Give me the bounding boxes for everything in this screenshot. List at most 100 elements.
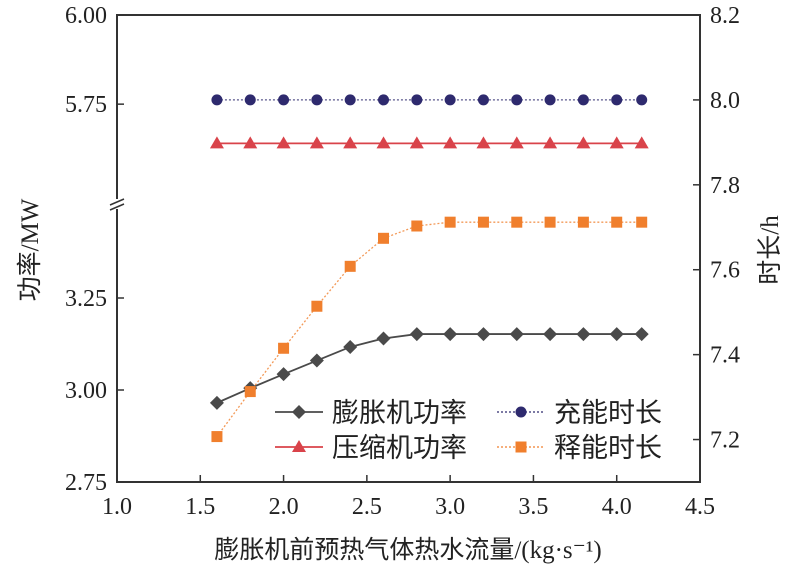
data-point <box>576 327 591 342</box>
data-point <box>443 136 458 149</box>
y-left-tick-label: 3.00 <box>65 378 107 404</box>
data-point <box>544 216 556 228</box>
data-point <box>543 136 558 149</box>
series-3 <box>211 216 648 443</box>
series-marks <box>209 94 649 443</box>
x-tick-label: 2.5 <box>352 494 382 520</box>
series-0 <box>209 327 649 410</box>
data-point <box>209 136 224 149</box>
data-point <box>376 331 391 346</box>
data-point <box>343 339 358 354</box>
data-point <box>378 232 390 244</box>
y-left-tick-label: 5.75 <box>65 92 107 118</box>
data-point <box>244 94 256 106</box>
data-point <box>576 136 591 149</box>
legend-marker <box>292 440 306 452</box>
y-left-tick-label: 6.00 <box>65 3 107 29</box>
x-tick-label: 4.5 <box>685 494 715 520</box>
data-point <box>376 136 391 149</box>
series-line <box>216 221 642 437</box>
x-tick-label: 1.5 <box>185 494 215 520</box>
data-point <box>378 94 390 106</box>
data-point <box>634 327 649 342</box>
data-point <box>411 94 423 106</box>
data-point <box>477 216 489 228</box>
series-2 <box>209 136 649 149</box>
data-point <box>311 300 323 312</box>
data-point <box>476 327 491 342</box>
legend-item: 释能时长 <box>497 433 662 463</box>
data-point <box>211 94 223 106</box>
x-axis-label: 膨胀机前预热气体热水流量/(kg·s⁻¹) <box>214 536 601 564</box>
x-tick-label: 2.0 <box>269 494 299 520</box>
data-point <box>511 94 523 106</box>
data-point <box>309 136 324 149</box>
plot-frame <box>116 14 701 483</box>
y-axis-right-label: 时长/h <box>756 215 784 285</box>
y-right-tick-label: 7.2 <box>710 428 740 454</box>
data-point <box>443 327 458 342</box>
data-point <box>609 136 624 149</box>
data-point <box>243 136 258 149</box>
data-point <box>543 327 558 342</box>
data-point <box>636 94 648 106</box>
data-point <box>344 260 356 272</box>
legend-item: 膨胀机功率 <box>275 398 467 428</box>
y-right-tick-label: 7.4 <box>710 343 740 369</box>
legend-marker <box>292 405 306 419</box>
legend-label: 压缩机功率 <box>332 433 467 463</box>
data-point <box>278 342 290 354</box>
y-left-tick-label: 3.25 <box>65 286 107 312</box>
data-point <box>444 94 456 106</box>
data-point <box>544 94 556 106</box>
data-point <box>344 94 356 106</box>
data-point <box>509 327 524 342</box>
legend-item: 压缩机功率 <box>275 433 467 463</box>
x-tick-label: 3.0 <box>435 494 465 520</box>
legend-label: 释能时长 <box>554 433 662 463</box>
axes: 1.0 1.5 2.0 2.5 3.0 3.5 4.0 4.5 2.75 3.00 3.25 5.75… <box>65 3 740 520</box>
y-right-tick-label: 7.6 <box>710 258 740 284</box>
data-point <box>276 367 291 382</box>
x-tick-label: 1.0 <box>102 494 132 520</box>
data-point <box>244 386 256 398</box>
data-point <box>211 431 223 443</box>
x-tick-label: 4.0 <box>602 494 632 520</box>
x-tick-label: 3.5 <box>518 494 548 520</box>
y-right-tick-label: 8.2 <box>710 3 740 29</box>
data-point <box>409 327 424 342</box>
data-point <box>343 136 358 149</box>
axis-break-mark <box>109 198 125 211</box>
data-point <box>209 395 224 410</box>
data-point <box>278 94 290 106</box>
data-point <box>577 94 589 106</box>
y-right-tick-label: 8.0 <box>710 88 740 114</box>
legend-label: 充能时长 <box>554 398 662 428</box>
legend-marker <box>515 441 527 453</box>
data-point <box>611 94 623 106</box>
legend-item: 充能时长 <box>497 398 662 428</box>
data-point <box>634 136 649 149</box>
data-point <box>509 136 524 149</box>
y-axis-left-label: 功率/MW <box>16 198 44 301</box>
legend-label: 膨胀机功率 <box>332 398 467 428</box>
data-point <box>477 94 489 106</box>
data-point <box>636 216 648 228</box>
data-point <box>409 136 424 149</box>
data-point <box>611 216 623 228</box>
data-point <box>609 327 624 342</box>
data-point <box>309 353 324 368</box>
data-point <box>311 94 323 106</box>
legend-marker <box>515 406 527 418</box>
series-1 <box>211 94 648 106</box>
y-right-tick-label: 7.8 <box>710 173 740 199</box>
data-point <box>476 136 491 149</box>
data-point <box>577 216 589 228</box>
data-point <box>276 136 291 149</box>
y-left-tick-label: 2.75 <box>65 470 107 496</box>
data-point <box>411 220 423 232</box>
data-point <box>444 216 456 228</box>
data-point <box>511 216 523 228</box>
